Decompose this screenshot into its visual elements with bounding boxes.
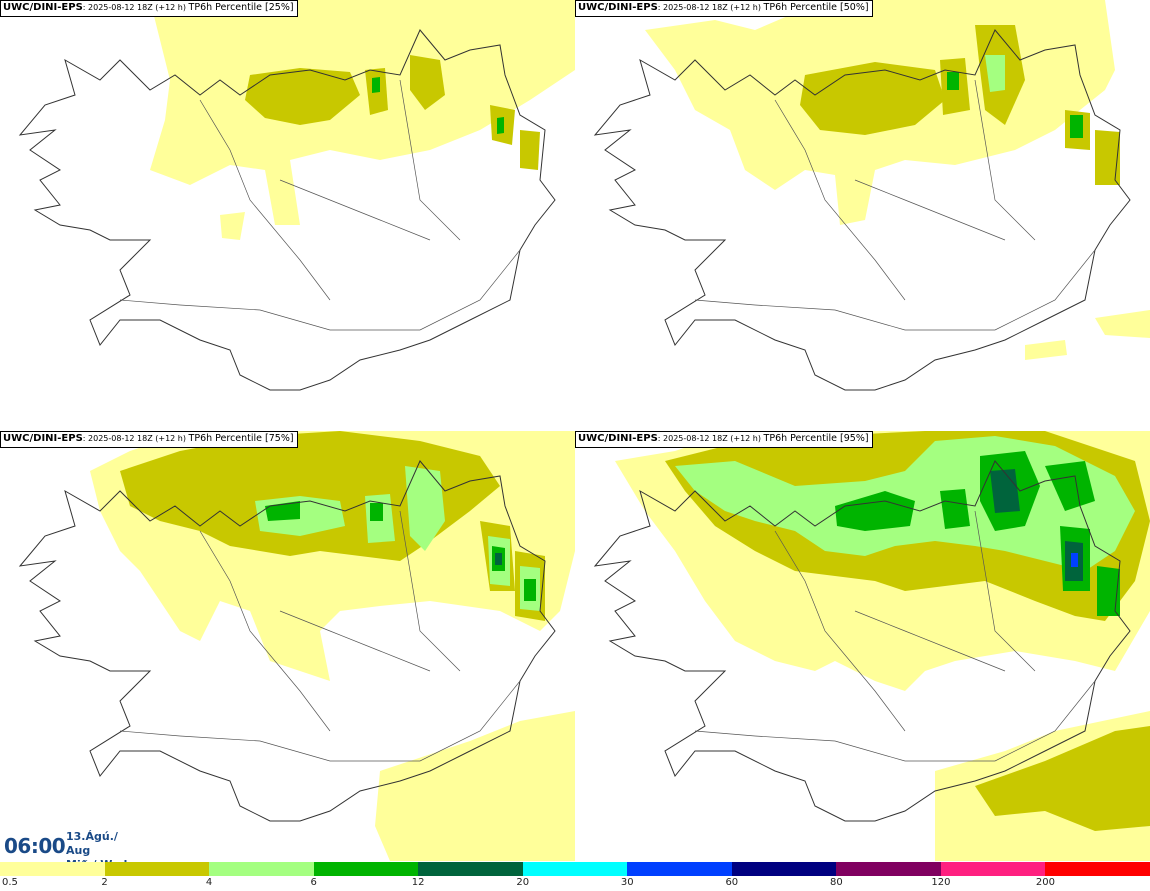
colorbar-tick-label: 0.5 <box>2 877 18 888</box>
panel-title-p25: UWC/DINI-EPS: 2025-08-12 18Z (+12 h) TP6… <box>0 0 298 17</box>
run-date: 2025-08-12 18Z (+12 h) <box>85 3 189 12</box>
title-separator: : <box>657 3 661 12</box>
colorbar-segment <box>0 862 105 876</box>
title-separator: : <box>657 434 661 443</box>
precip-map-p75 <box>18 431 575 861</box>
parameter-label: TP6h Percentile [50%] <box>763 2 869 13</box>
colorbar-segment <box>836 862 941 876</box>
colorbar-segment <box>418 862 523 876</box>
title-separator: : <box>82 3 86 12</box>
colorbar-tick-label: 30 <box>620 877 634 888</box>
colorbar-segment <box>104 862 210 876</box>
run-date: 2025-08-12 18Z (+12 h) <box>660 3 764 12</box>
model-name: UWC/DINI-EPS <box>3 2 83 13</box>
colorbar-tick-label: 4 <box>205 877 213 888</box>
colorbar-segment <box>522 862 628 876</box>
colorbar-tick-label: 60 <box>725 877 739 888</box>
panel-title-p50: UWC/DINI-EPS: 2025-08-12 18Z (+12 h) TP6… <box>575 0 873 17</box>
colorbar-segment <box>313 862 419 876</box>
model-name: UWC/DINI-EPS <box>578 2 658 13</box>
precip-colorbar <box>0 862 1150 876</box>
title-separator: : <box>82 434 86 443</box>
colorbar-tick-label: 200 <box>1035 877 1055 888</box>
precip-map-p95 <box>593 431 1150 861</box>
panel-title-p75: UWC/DINI-EPS: 2025-08-12 18Z (+12 h) TP6… <box>0 431 298 448</box>
colorbar-tick-label: 6 <box>310 877 317 888</box>
colorbar-segment <box>209 862 314 876</box>
run-date: 2025-08-12 18Z (+12 h) <box>660 434 764 443</box>
model-name: UWC/DINI-EPS <box>3 433 83 444</box>
colorbar-segment <box>627 862 732 876</box>
map-panel-p25: UWC/DINI-EPS: 2025-08-12 18Z (+12 h) TP6… <box>0 0 575 430</box>
colorbar-tick-label: 120 <box>931 877 951 888</box>
parameter-label: TP6h Percentile [25%] <box>188 2 294 13</box>
parameter-label: TP6h Percentile [95%] <box>763 433 869 444</box>
valid-time: 06:00 <box>4 834 66 858</box>
parameter-label: TP6h Percentile [75%] <box>188 433 294 444</box>
precip-map-p25 <box>18 0 575 391</box>
colorbar-ticks: 0.5 2 4 6 12 20 30 60 80 120 200 <box>0 877 1150 891</box>
valid-date-line: 13.Ágú./ Aug <box>66 830 118 857</box>
valid-time-box: 06:00 13.Ágú./ Aug Mið./ Wed <box>0 826 140 871</box>
map-panel-p95: UWC/DINI-EPS: 2025-08-12 18Z (+12 h) TP6… <box>575 431 1150 861</box>
map-panel-p75: UWC/DINI-EPS: 2025-08-12 18Z (+12 h) TP6… <box>0 431 575 861</box>
precip-map-p50 <box>593 0 1150 391</box>
run-date: 2025-08-12 18Z (+12 h) <box>85 434 189 443</box>
panel-title-p95: UWC/DINI-EPS: 2025-08-12 18Z (+12 h) TP6… <box>575 431 873 448</box>
colorbar-segment <box>731 862 837 876</box>
colorbar-tick-label: 2 <box>101 877 108 888</box>
model-name: UWC/DINI-EPS <box>578 433 658 444</box>
colorbar-tick-label: 80 <box>829 877 843 888</box>
colorbar-tick-label: 12 <box>411 877 425 888</box>
map-panel-p50: UWC/DINI-EPS: 2025-08-12 18Z (+12 h) TP6… <box>575 0 1150 430</box>
colorbar-segment <box>940 862 1046 876</box>
colorbar-tick-label: 20 <box>516 877 530 888</box>
colorbar-segment <box>1045 862 1150 876</box>
